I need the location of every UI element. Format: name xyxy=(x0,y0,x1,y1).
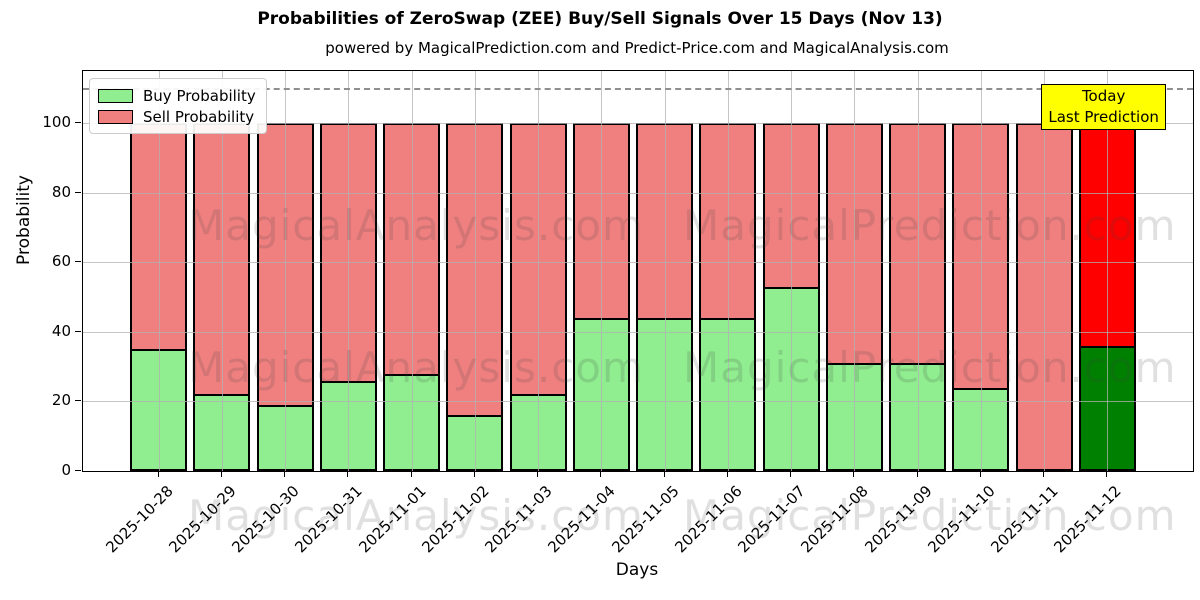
x-tick-2025-11-06 xyxy=(726,471,728,477)
x-tick-2025-11-01 xyxy=(410,471,412,477)
legend-sell-label: Sell Probability xyxy=(143,107,255,126)
y-tick-label-60: 60 xyxy=(51,252,71,271)
y-tick-label-80: 80 xyxy=(51,182,71,201)
gridline-x-2025-11-10 xyxy=(980,71,982,471)
y-tick-label-20: 20 xyxy=(51,391,71,410)
x-tick-2025-11-09 xyxy=(916,471,918,477)
gridline-y-80 xyxy=(83,192,1193,194)
gridline-x-2025-11-08 xyxy=(854,71,856,471)
x-tick-label-2025-11-01: 2025-11-01 xyxy=(354,482,430,557)
legend-item-buy: Buy Probability xyxy=(98,85,256,106)
legend-item-sell: Sell Probability xyxy=(98,106,256,127)
x-tick-2025-10-28 xyxy=(157,471,159,477)
x-tick-label-2025-11-05: 2025-11-05 xyxy=(607,482,683,557)
x-axis-title: Days xyxy=(615,560,659,580)
x-tick-2025-11-11 xyxy=(1043,471,1045,477)
gridline-x-2025-10-29 xyxy=(221,71,223,471)
gridline-x-2025-11-07 xyxy=(791,71,793,471)
x-tick-label-2025-10-30: 2025-10-30 xyxy=(228,482,303,557)
x-tick-label-2025-11-10: 2025-11-10 xyxy=(924,482,999,557)
dashed-guide-line xyxy=(83,88,1193,91)
gridline-y-100 xyxy=(83,123,1193,125)
y-tick-80 xyxy=(75,191,81,193)
x-tick-2025-10-31 xyxy=(347,471,349,477)
gridline-x-2025-11-02 xyxy=(474,71,476,471)
watermark-row2-prediction: MagicalPrediction.com xyxy=(683,343,1177,392)
x-tick-label-2025-11-03: 2025-11-03 xyxy=(481,482,556,557)
gridline-x-2025-11-12 xyxy=(1107,71,1109,471)
x-tick-2025-11-02 xyxy=(473,471,475,477)
x-tick-label-2025-11-04: 2025-11-04 xyxy=(544,482,620,557)
legend: Buy Probability Sell Probability xyxy=(89,78,267,134)
legend-buy-label: Buy Probability xyxy=(143,86,256,105)
chart-subtitle: powered by MagicalPrediction.com and Pre… xyxy=(325,39,949,57)
today-annotation-line1: Today xyxy=(1081,87,1126,105)
today-annotation-line2: Last Prediction xyxy=(1048,108,1159,126)
x-tick-2025-11-08 xyxy=(853,471,855,477)
x-tick-2025-11-07 xyxy=(790,471,792,477)
x-tick-2025-10-30 xyxy=(284,471,286,477)
gridline-x-2025-11-03 xyxy=(538,71,540,471)
sell-swatch-icon xyxy=(98,109,133,124)
gridline-x-2025-11-09 xyxy=(917,71,919,471)
gridline-x-2025-11-06 xyxy=(727,71,729,471)
gridline-x-2025-10-30 xyxy=(285,71,287,471)
x-tick-label-2025-11-09: 2025-11-09 xyxy=(860,482,936,557)
x-tick-label-2025-10-28: 2025-10-28 xyxy=(101,482,177,557)
watermark-row2-analysis: MagicalAnalysis.com xyxy=(188,343,644,392)
y-axis-title: Probability xyxy=(14,175,34,265)
grid-layer xyxy=(83,71,1193,471)
gridline-x-2025-11-01 xyxy=(411,71,413,471)
y-tick-100 xyxy=(75,122,81,124)
y-tick-40 xyxy=(75,330,81,332)
gridline-x-2025-10-28 xyxy=(158,71,160,471)
x-tick-label-2025-11-08: 2025-11-08 xyxy=(797,482,873,557)
x-tick-label-2025-10-31: 2025-10-31 xyxy=(291,482,367,557)
x-tick-2025-10-29 xyxy=(220,471,222,477)
x-tick-2025-11-04 xyxy=(600,471,602,477)
x-tick-label-2025-11-02: 2025-11-02 xyxy=(418,482,493,557)
x-tick-label-2025-11-11: 2025-11-11 xyxy=(987,482,1062,557)
gridline-x-2025-11-05 xyxy=(664,71,666,471)
x-tick-label-2025-11-12: 2025-11-12 xyxy=(1050,482,1126,557)
watermark-row1-analysis: MagicalAnalysis.com xyxy=(188,201,644,250)
x-tick-label-2025-10-29: 2025-10-29 xyxy=(165,482,240,557)
x-tick-2025-11-05 xyxy=(663,471,665,477)
x-tick-label-2025-11-06: 2025-11-06 xyxy=(671,482,746,557)
y-tick-20 xyxy=(75,400,81,402)
y-tick-label-40: 40 xyxy=(51,321,71,340)
y-tick-0 xyxy=(75,470,81,471)
y-tick-label-0: 0 xyxy=(61,461,71,479)
y-tick-label-100: 100 xyxy=(42,113,71,132)
x-tick-2025-11-12 xyxy=(1106,471,1108,477)
page-title: Probabilities of ZeroSwap (ZEE) Buy/Sell… xyxy=(257,9,943,29)
gridline-y-20 xyxy=(83,401,1193,403)
gridline-x-2025-11-11 xyxy=(1044,71,1046,471)
x-tick-2025-11-10 xyxy=(979,471,981,477)
buy-swatch-icon xyxy=(98,88,133,103)
gridline-y-60 xyxy=(83,262,1193,264)
gridline-y-40 xyxy=(83,331,1193,333)
watermark-row1-prediction: MagicalPrediction.com xyxy=(683,201,1177,250)
today-annotation: Today Last Prediction xyxy=(1041,84,1166,130)
plot-area: MagicalAnalysis.com MagicalPrediction.com… xyxy=(82,70,1194,540)
x-tick-label-2025-11-07: 2025-11-07 xyxy=(734,482,809,557)
x-tick-2025-11-03 xyxy=(537,471,539,477)
gridline-x-2025-11-04 xyxy=(601,71,603,471)
gridline-x-2025-10-31 xyxy=(348,71,350,471)
y-tick-60 xyxy=(75,261,81,263)
